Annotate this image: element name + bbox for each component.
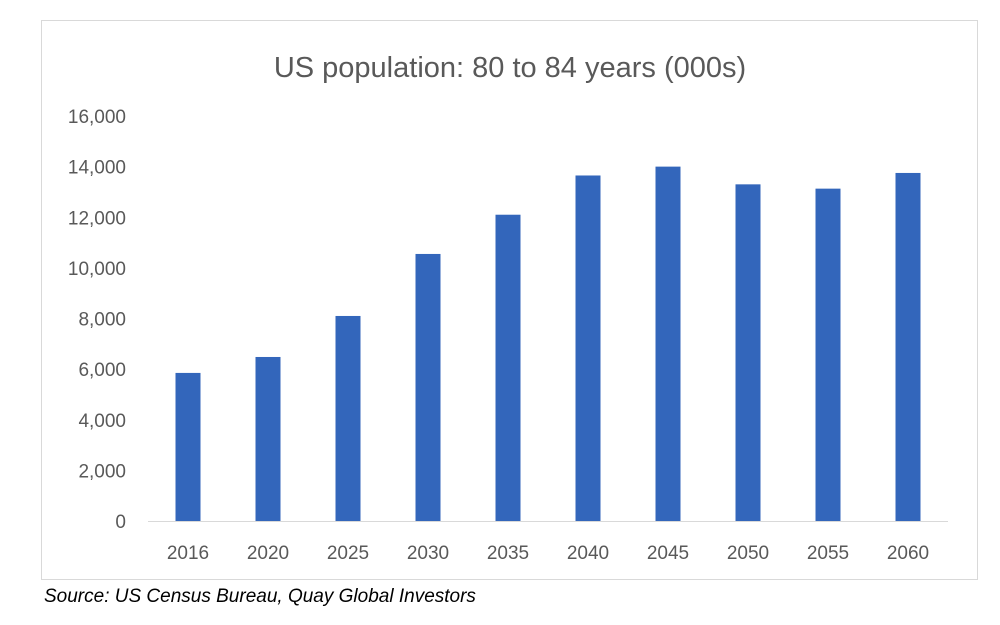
- chart-title: US population: 80 to 84 years (000s): [274, 52, 746, 84]
- bar-2060: [895, 172, 921, 521]
- bar-2030: [415, 253, 441, 521]
- bar-2016: [175, 372, 201, 521]
- source-caption: Source: US Census Bureau, Quay Global In…: [44, 586, 476, 607]
- y-axis-ticks: 0 2,000 4,000 6,000 8,000 10,000 12,000 14,000 1…: [68, 107, 126, 533]
- x-tick-label: 2060: [887, 543, 929, 564]
- y-tick-label: 10,000: [68, 259, 126, 280]
- y-tick-label: 4,000: [78, 411, 126, 432]
- y-tick-label: 2,000: [78, 461, 126, 482]
- bar-2045: [655, 166, 681, 521]
- bar-2020: [255, 356, 281, 521]
- x-tick-label: 2025: [327, 543, 369, 564]
- x-axis-ticks: 2016 2020 2025 2030 2035 2040 2045 2050 2055 2060: [167, 543, 929, 564]
- x-tick-label: 2040: [567, 543, 609, 564]
- bar-2035: [495, 214, 521, 521]
- y-tick-label: 6,000: [78, 360, 126, 381]
- x-tick-label: 2016: [167, 543, 209, 564]
- x-tick-label: 2050: [727, 543, 769, 564]
- y-tick-label: 8,000: [78, 310, 126, 331]
- y-tick-label: 16,000: [68, 107, 126, 128]
- y-tick-label: 14,000: [68, 158, 126, 179]
- x-tick-label: 2035: [487, 543, 529, 564]
- x-tick-label: 2055: [807, 543, 849, 564]
- bar-2025: [335, 315, 361, 521]
- y-tick-label: 0: [115, 512, 126, 533]
- x-tick-label: 2045: [647, 543, 689, 564]
- bar-2055: [815, 188, 841, 521]
- bar-2040: [575, 175, 601, 521]
- bar-2050: [735, 184, 761, 521]
- x-tick-label: 2030: [407, 543, 449, 564]
- x-tick-label: 2020: [247, 543, 289, 564]
- bar-series: [175, 166, 921, 521]
- y-tick-label: 12,000: [68, 208, 126, 229]
